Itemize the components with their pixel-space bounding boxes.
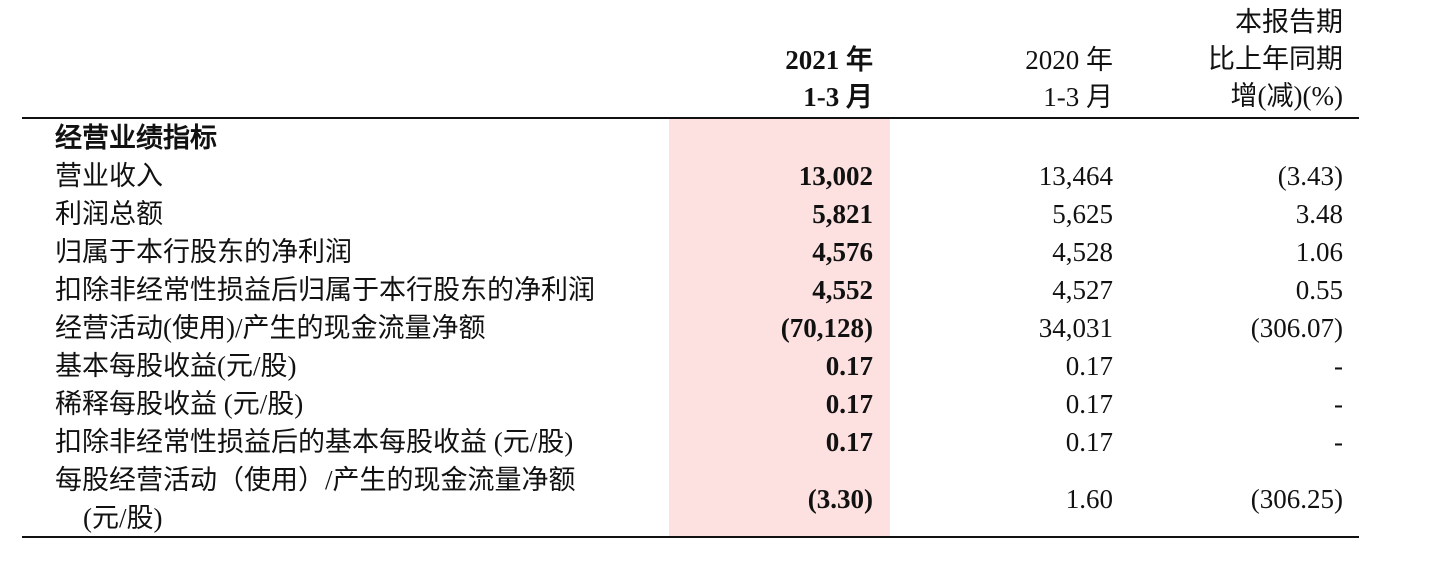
column-header-yoy-line3: 增(减)(%) <box>1230 81 1343 111</box>
table-row: 经营活动(使用)/产生的现金流量净额 (70,128) 34,031 (306.… <box>0 309 1438 347</box>
table-row: 基本每股收益(元/股) 0.17 0.17 - <box>0 347 1438 385</box>
value-2021: 4,576 <box>812 237 873 267</box>
value-2020: 0.17 <box>1065 427 1113 457</box>
value-yoy: 3.48 <box>1295 199 1343 229</box>
table-bottom-rule <box>22 536 1359 538</box>
column-header-2021: 2021 年 1-3 月 <box>785 42 873 116</box>
value-yoy: - <box>1334 427 1343 457</box>
row-label: 扣除非经常性损益后的基本每股收益 (元/股) <box>55 427 574 457</box>
row-label: 经营活动(使用)/产生的现金流量净额 <box>55 313 486 343</box>
table-row: 扣除非经常性损益后的基本每股收益 (元/股) 0.17 0.17 - <box>0 423 1438 461</box>
row-label-line2: (元/股) <box>83 503 163 533</box>
value-2021: 0.17 <box>825 389 873 419</box>
table-row: 每股经营活动（使用）/产生的现金流量净额 (元/股) (3.30) 1.60 (… <box>0 461 1438 537</box>
column-header-yoy: 本报告期 比上年同期 增(减)(%) <box>1208 4 1343 115</box>
row-label: 每股经营活动（使用）/产生的现金流量净额 (元/股) <box>55 461 576 537</box>
value-2021: 4,552 <box>812 275 873 305</box>
section-title: 经营业绩指标 <box>55 123 217 153</box>
table-row: 营业收入 13,002 13,464 (3.43) <box>0 157 1438 195</box>
value-yoy: - <box>1334 351 1343 381</box>
value-2020: 1.60 <box>1065 484 1113 514</box>
table-row: 归属于本行股东的净利润 4,576 4,528 1.06 <box>0 233 1438 271</box>
value-2020: 34,031 <box>1038 313 1113 343</box>
value-yoy: (3.43) <box>1277 161 1343 191</box>
value-yoy: - <box>1334 389 1343 419</box>
value-2021: 13,002 <box>798 161 873 191</box>
value-2020: 4,527 <box>1052 275 1113 305</box>
value-2021: (3.30) <box>807 484 873 514</box>
value-2021: (70,128) <box>780 313 873 343</box>
column-header-yoy-line2: 比上年同期 <box>1208 44 1343 74</box>
value-2020: 0.17 <box>1065 351 1113 381</box>
value-2020: 5,625 <box>1052 199 1113 229</box>
row-label: 扣除非经常性损益后归属于本行股东的净利润 <box>55 275 595 305</box>
table-row: 利润总额 5,821 5,625 3.48 <box>0 195 1438 233</box>
value-yoy: 0.55 <box>1295 275 1343 305</box>
column-header-2020-year: 2020 年 <box>1025 45 1113 75</box>
column-header-2020: 2020 年 1-3 月 <box>1025 42 1113 116</box>
value-yoy: (306.07) <box>1250 313 1343 343</box>
table-top-rule <box>22 117 1359 119</box>
value-yoy: (306.25) <box>1250 484 1343 514</box>
row-label: 稀释每股收益 (元/股) <box>55 389 304 419</box>
column-header-2021-period: 1-3 月 <box>803 82 873 112</box>
column-header-2021-year: 2021 年 <box>785 45 873 75</box>
row-label-line1: 每股经营活动（使用）/产生的现金流量净额 <box>55 465 576 495</box>
table-row: 扣除非经常性损益后归属于本行股东的净利润 4,552 4,527 0.55 <box>0 271 1438 309</box>
row-label: 营业收入 <box>55 161 163 191</box>
value-2020: 0.17 <box>1065 389 1113 419</box>
current-period-highlight <box>669 118 890 537</box>
column-header-2020-period: 1-3 月 <box>1043 82 1113 112</box>
value-2020: 13,464 <box>1038 161 1113 191</box>
row-label: 基本每股收益(元/股) <box>55 351 297 381</box>
row-label: 归属于本行股东的净利润 <box>55 237 352 267</box>
value-2021: 0.17 <box>825 351 873 381</box>
column-header-yoy-line1: 本报告期 <box>1235 7 1343 37</box>
value-yoy: 1.06 <box>1295 237 1343 267</box>
table-row: 稀释每股收益 (元/股) 0.17 0.17 - <box>0 385 1438 423</box>
row-label: 利润总额 <box>55 199 163 229</box>
value-2021: 0.17 <box>825 427 873 457</box>
value-2020: 4,528 <box>1052 237 1113 267</box>
value-2021: 5,821 <box>812 199 873 229</box>
